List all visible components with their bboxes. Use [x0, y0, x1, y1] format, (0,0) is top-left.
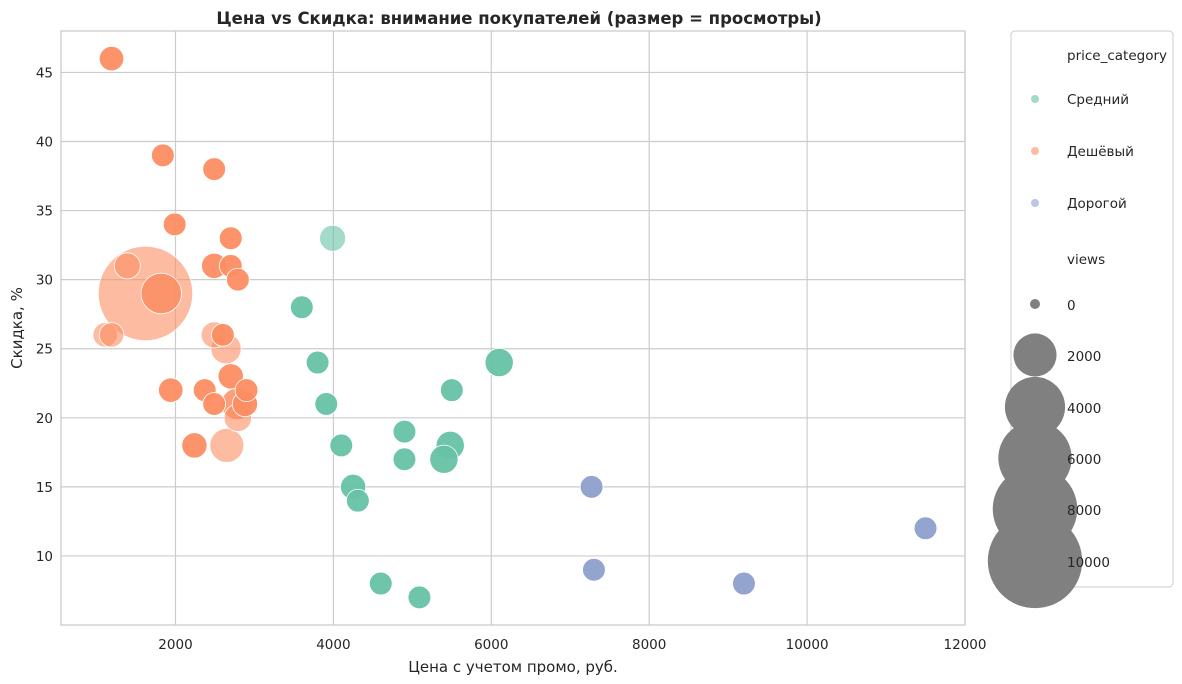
- data-point: [158, 377, 184, 403]
- legend-label-Средний: Средний: [1067, 92, 1129, 108]
- data-point: [226, 267, 250, 292]
- data-point: [140, 272, 182, 315]
- grid-lines: [61, 31, 966, 625]
- x-tick-label: 6000: [474, 637, 508, 653]
- y-tick-label: 45: [36, 65, 53, 81]
- data-point: [98, 322, 125, 348]
- legend-size-label: 2000: [1067, 349, 1101, 365]
- x-tick-label: 12000: [944, 637, 987, 653]
- data-point: [151, 143, 175, 168]
- series-Средний: [290, 224, 514, 610]
- y-tick-label: 10: [36, 549, 53, 565]
- legend-size-label: 8000: [1067, 503, 1101, 519]
- data-point: [217, 363, 244, 390]
- legend-size-marker: [1030, 299, 1040, 309]
- data-point: [209, 427, 245, 463]
- series-Дешёвый: [92, 45, 259, 463]
- y-tick-label: 35: [36, 204, 53, 220]
- legend-size-marker: [987, 513, 1083, 609]
- data-point: [429, 444, 459, 474]
- data-point: [319, 224, 347, 252]
- data-point: [202, 157, 226, 181]
- series-Дорогой: [579, 475, 938, 596]
- legend-size-marker: [1004, 376, 1066, 438]
- legend-size-label: 6000: [1067, 452, 1101, 468]
- legend-label-Дешёвый: Дешёвый: [1067, 144, 1134, 160]
- x-tick-label: 8000: [632, 637, 666, 653]
- data-point: [113, 252, 141, 280]
- data-point: [211, 323, 235, 347]
- data-point: [368, 571, 393, 596]
- legend-size-label: 0: [1067, 298, 1076, 314]
- chart-title: Цена vs Скидка: внимание покупателей (ра…: [216, 9, 821, 28]
- legend: price_category Средний Дешёвый Дорогой views…: [987, 30, 1174, 609]
- legend-marker-Дешёвый: [1031, 147, 1039, 155]
- data-point: [579, 475, 604, 499]
- data-point: [582, 557, 606, 582]
- data-point: [407, 585, 432, 610]
- data-point: [732, 571, 756, 596]
- y-tick-label: 40: [36, 135, 53, 151]
- legend-marker-Дорогой: [1031, 199, 1039, 207]
- y-tick-label: 15: [36, 480, 53, 496]
- y-axis-label: Скидка, %: [8, 287, 26, 369]
- legend-marker-Средний: [1031, 95, 1039, 103]
- x-tick-label: 4000: [316, 637, 350, 653]
- data-point: [162, 212, 187, 237]
- data-point: [392, 419, 417, 444]
- y-tick-label: 20: [36, 411, 53, 427]
- data-point: [484, 347, 514, 378]
- y-tick-label: 30: [36, 273, 53, 289]
- data-point: [440, 378, 464, 402]
- data-point: [234, 378, 259, 402]
- tick-labels: 2000 4000 6000 8000 10000 12000 10 15 20 25 30 35 40…: [36, 65, 987, 653]
- data-point: [305, 350, 330, 375]
- data-point: [913, 516, 938, 541]
- legend-title-price-category: price_category: [1067, 48, 1167, 64]
- legend-size-label: 10000: [1067, 555, 1110, 571]
- data-point: [392, 447, 417, 472]
- x-tick-label: 10000: [786, 637, 829, 653]
- data-point: [290, 295, 314, 320]
- x-axis-label: Цена с учетом промо, руб.: [408, 658, 618, 676]
- data-point: [181, 432, 208, 459]
- legend-size-marker: [1013, 333, 1057, 377]
- data-point: [98, 45, 125, 72]
- x-tick-label: 2000: [158, 637, 192, 653]
- data-points: [92, 45, 938, 610]
- legend-size-label: 4000: [1067, 401, 1101, 417]
- data-point: [218, 226, 243, 251]
- plot-area: [60, 30, 966, 626]
- y-tick-label: 25: [36, 342, 53, 358]
- legend-title-views: views: [1067, 252, 1105, 268]
- data-point: [314, 392, 339, 416]
- legend-label-Дорогой: Дорогой: [1067, 196, 1127, 212]
- data-point: [202, 392, 226, 416]
- data-point: [329, 433, 354, 458]
- data-point: [346, 488, 370, 513]
